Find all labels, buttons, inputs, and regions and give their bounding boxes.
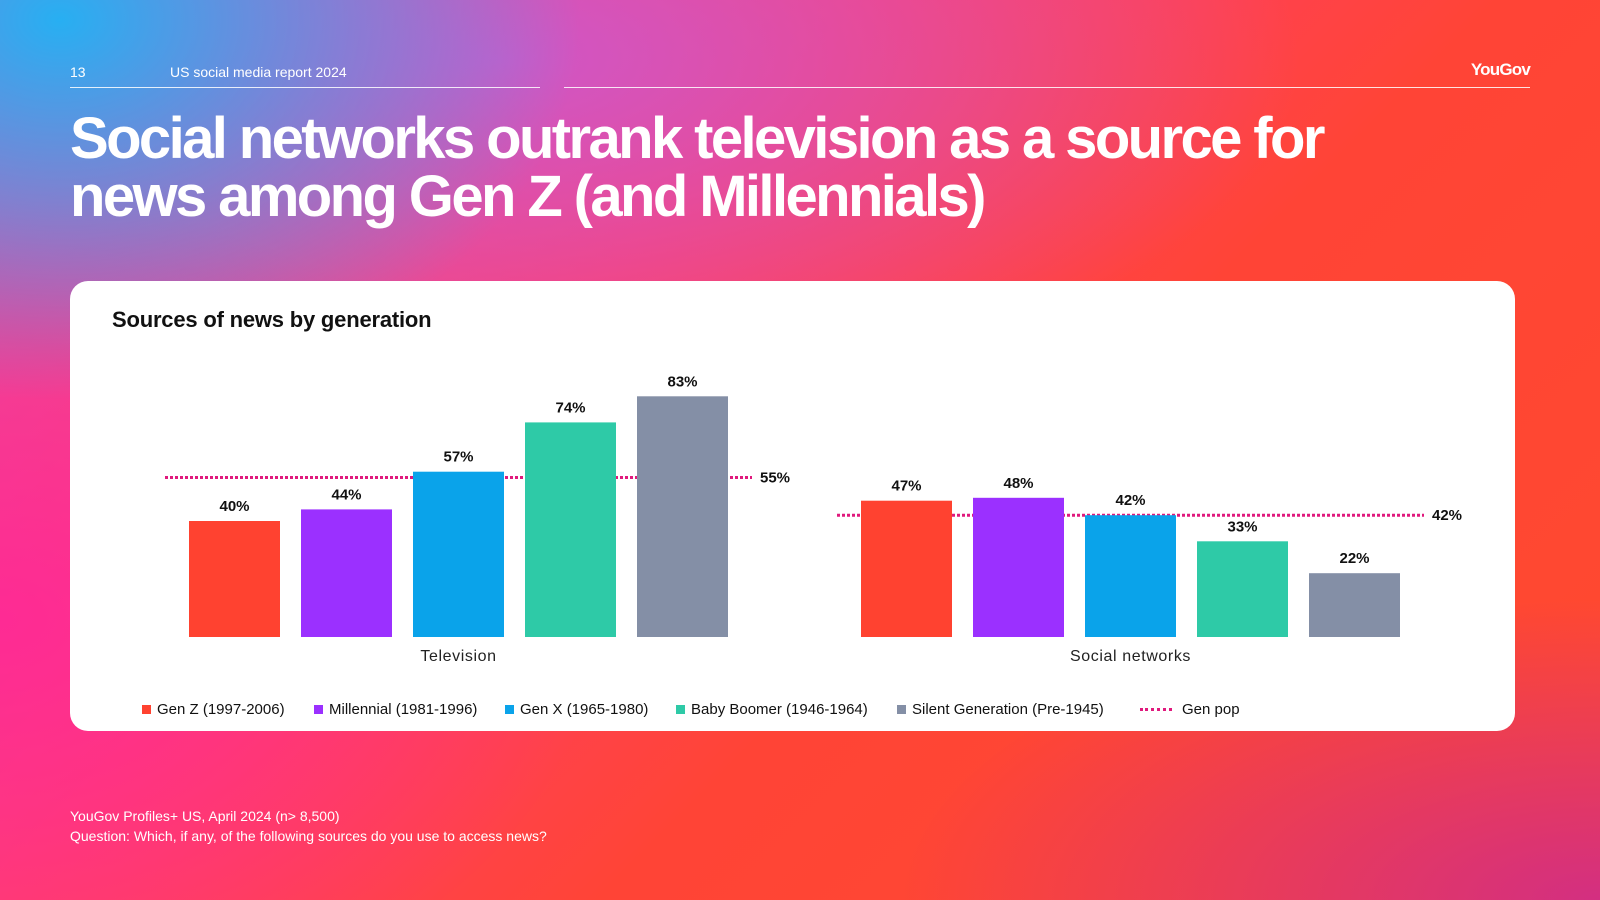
bar-social-networks-baby-boomer	[1197, 541, 1288, 637]
bar-television-gen-x	[413, 471, 504, 637]
headline: Social networks outrank television as a …	[70, 110, 1510, 226]
data-label-television-gen-z: 40%	[219, 498, 249, 515]
bar-television-silent-generation	[637, 396, 728, 637]
legend-swatch-millennial	[314, 704, 323, 714]
legend-item-silent: Silent Generation (Pre-1945)	[897, 699, 1104, 719]
legend-label-gen-pop: Gen pop	[1182, 700, 1240, 718]
legend-swatch-silent	[897, 704, 906, 714]
bar-television-millennial	[301, 509, 392, 637]
headline-line-2: news among Gen Z (and Millennials)	[70, 164, 986, 229]
bar-chart: 40% 44% 57% 74% 83% 55% Television 47% 48% 42% 33%…	[165, 373, 1462, 665]
chart-card: Sources of news by generation 40% 44% 57% 7…	[70, 281, 1515, 731]
bar-social-networks-gen-z	[861, 500, 952, 637]
legend-item-baby-boomer: Baby Boomer (1946-1964)	[676, 699, 868, 719]
legend-item-millennial: Millennial (1981-1996)	[314, 699, 477, 719]
legend-label-millennial: Millennial (1981-1996)	[329, 700, 478, 718]
data-label-social-networks-baby-boomer: 33%	[1227, 518, 1257, 535]
data-label-social-networks-silent-generation: 22%	[1339, 550, 1369, 567]
legend-swatch-baby-boomer	[676, 704, 685, 714]
bar-social-networks-millennial	[973, 497, 1064, 637]
legend-label-gen-z: Gen Z (1997-2006)	[157, 700, 285, 718]
header-left-rule: 13 US social media report 2024	[70, 64, 540, 88]
data-label-social-networks-gen-x: 42%	[1115, 492, 1145, 509]
legend-label-silent: Silent Generation (Pre-1945)	[912, 700, 1104, 718]
legend-swatch-gen-x	[505, 704, 514, 714]
legend-item-gen-x: Gen X (1965-1980)	[505, 699, 648, 719]
brand-logo: YouGov	[1470, 60, 1531, 79]
data-label-television-millennial: 44%	[331, 486, 361, 503]
gen-pop-label-social-networks: 42%	[1432, 507, 1462, 524]
data-label-television-silent-generation: 83%	[667, 373, 697, 390]
legend-label-gen-x: Gen X (1965-1980)	[520, 700, 649, 718]
data-label-social-networks-millennial: 48%	[1003, 475, 1033, 492]
headline-line-1: Social networks outrank television as a …	[70, 106, 1325, 171]
data-label-social-networks-gen-z: 47%	[891, 478, 921, 495]
report-title: US social media report 2024	[170, 64, 347, 80]
gen-pop-label-television: 55%	[760, 470, 790, 487]
legend-label-baby-boomer: Baby Boomer (1946-1964)	[691, 700, 868, 718]
bar-social-networks-gen-x	[1085, 515, 1176, 637]
bar-television-gen-z	[189, 521, 280, 637]
chart-legend: Gen Z (1997-2006) Millennial (1981-1996)…	[142, 699, 1482, 719]
bar-social-networks-silent-generation	[1309, 573, 1400, 637]
bar-television-baby-boomer	[525, 422, 616, 637]
legend-item-gen-z: Gen Z (1997-2006)	[142, 699, 285, 719]
data-label-television-baby-boomer: 74%	[555, 399, 585, 416]
legend-item-gen-pop: Gen pop	[1140, 699, 1240, 719]
legend-dash-gen-pop	[1140, 707, 1172, 711]
category-label-television: Television	[420, 648, 496, 665]
legend-swatch-gen-z	[142, 704, 151, 714]
source-line-2: Question: Which, if any, of the followin…	[70, 828, 547, 844]
category-label-social-networks: Social networks	[1070, 648, 1191, 665]
data-label-television-gen-x: 57%	[443, 449, 473, 466]
source-note: YouGov Profiles+ US, April 2024 (n> 8,50…	[70, 806, 547, 846]
page-number: 13	[70, 64, 86, 80]
source-line-1: YouGov Profiles+ US, April 2024 (n> 8,50…	[70, 808, 340, 824]
chart-title: Sources of news by generation	[112, 307, 432, 332]
header-right-rule: YouGov	[564, 60, 1531, 88]
